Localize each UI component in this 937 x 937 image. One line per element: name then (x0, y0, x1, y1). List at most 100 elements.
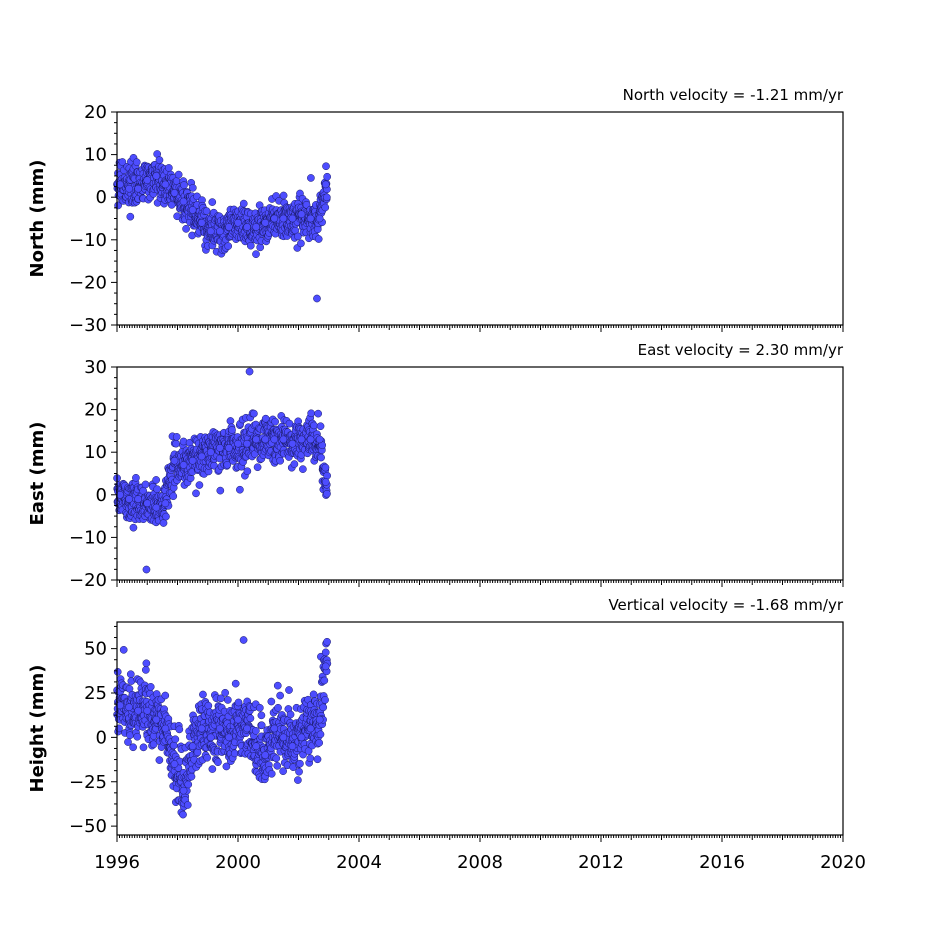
data-point (188, 206, 197, 214)
velocity-annotation: Vertical velocity = -1.68 mm/yr (608, 596, 843, 614)
data-point (267, 769, 276, 778)
data-point (129, 523, 138, 532)
data-point (246, 714, 255, 723)
data-point (297, 239, 305, 248)
data-point (245, 367, 254, 376)
data-point (179, 197, 188, 206)
data-point (224, 242, 233, 250)
y-tick-label: 30 (84, 357, 107, 378)
data-point (310, 421, 318, 430)
data-point (180, 181, 188, 189)
data-point (182, 224, 190, 233)
data-point (261, 751, 270, 759)
data-point (170, 189, 179, 197)
data-point (288, 439, 297, 448)
data-point (172, 439, 180, 448)
x-tick-label: 2004 (336, 852, 382, 873)
y-tick-label: 10 (84, 145, 107, 166)
data-point (315, 435, 324, 444)
data-point (234, 439, 242, 448)
data-point (125, 184, 133, 193)
data-point (307, 409, 316, 418)
data-point (161, 499, 170, 508)
data-point (323, 471, 331, 480)
data-point (165, 164, 173, 172)
data-point (316, 730, 325, 739)
data-point (290, 460, 299, 468)
data-point (315, 214, 324, 223)
data-point (162, 512, 170, 521)
data-point (309, 690, 318, 699)
data-point (243, 467, 252, 476)
data-point (246, 241, 255, 250)
data-point (297, 435, 306, 444)
data-point (208, 198, 217, 206)
data-point (202, 207, 211, 215)
data-point (307, 174, 315, 182)
y-tick-label: 10 (84, 442, 107, 463)
x-tick-label: 2012 (578, 852, 624, 873)
data-point (132, 473, 140, 482)
data-point (323, 637, 331, 646)
data-point (155, 156, 164, 164)
data-point (161, 691, 170, 700)
data-point (228, 426, 236, 434)
data-point (114, 201, 122, 210)
data-point (252, 435, 260, 444)
data-point (159, 519, 168, 527)
y-tick-label: 0 (96, 187, 107, 208)
data-point (188, 456, 197, 465)
data-point (306, 724, 315, 733)
data-point (285, 686, 293, 694)
data-point (234, 698, 243, 707)
data-point (323, 172, 332, 181)
data-point (243, 223, 251, 231)
data-point (129, 743, 137, 752)
data-point (234, 715, 242, 724)
data-point (306, 214, 315, 223)
data-point (179, 786, 188, 795)
y-tick-label: −10 (69, 527, 107, 548)
data-point (279, 767, 287, 776)
y-tick-label: 20 (84, 102, 107, 123)
y-axis-label: North (mm) (27, 160, 48, 278)
data-point (294, 776, 302, 784)
data-point (252, 726, 260, 735)
data-point (321, 696, 329, 704)
data-point (319, 703, 328, 712)
y-ticks (111, 366, 117, 581)
data-point (153, 485, 162, 494)
data-point (143, 499, 152, 508)
data-point (225, 733, 233, 742)
data-point (274, 703, 282, 712)
data-point (216, 444, 224, 452)
data-point (113, 668, 122, 676)
data-point (279, 191, 288, 200)
data-point (239, 636, 248, 644)
y-tick-label: 20 (84, 400, 107, 421)
data-point (323, 489, 331, 498)
data-point (261, 435, 270, 444)
data-point (216, 486, 225, 495)
data-point (294, 232, 302, 241)
data-point (273, 761, 282, 770)
plot-frame (116, 366, 844, 581)
data-point (152, 172, 161, 180)
x-ticks (116, 580, 844, 587)
data-point (321, 648, 330, 657)
data-point (143, 176, 152, 185)
data-point (197, 724, 206, 733)
data-point (231, 679, 240, 688)
data-point (313, 755, 322, 764)
data-point (321, 662, 330, 671)
data-point (321, 180, 330, 189)
data-point (267, 697, 276, 706)
data-point (142, 659, 151, 668)
y-tick-label: 50 (84, 639, 107, 660)
y-tick-label: −25 (69, 772, 107, 793)
data-point (306, 754, 315, 763)
x-ticks (116, 835, 844, 842)
data-point (126, 212, 135, 221)
data-point (239, 199, 248, 208)
x-tick-label: 2008 (457, 852, 503, 873)
